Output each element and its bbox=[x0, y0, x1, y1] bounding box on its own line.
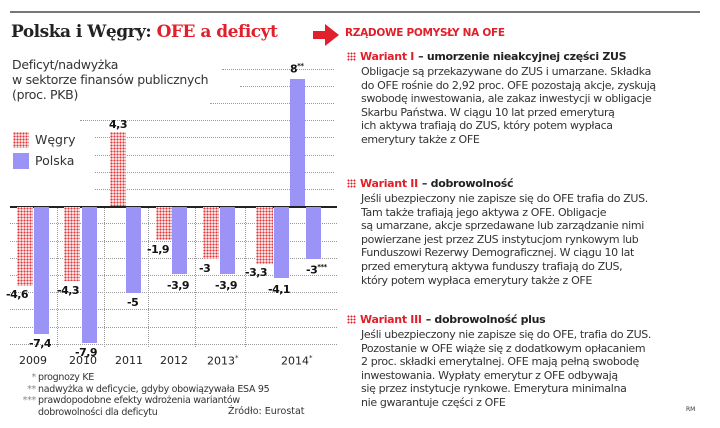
value-label: -3,3 bbox=[245, 266, 268, 279]
title-main: Polska i Węgry: bbox=[11, 22, 152, 42]
title-accent: OFE a deficyt bbox=[156, 22, 278, 42]
bar-poland-2012 bbox=[172, 207, 187, 274]
year-separator bbox=[57, 207, 58, 347]
author-signature: RM bbox=[686, 406, 696, 413]
value-label-surplus: 8** bbox=[290, 62, 304, 76]
bar-poland-2010 bbox=[82, 207, 97, 343]
variant-body: Obligacje są przekazywane do ZUS i umarz… bbox=[361, 65, 656, 146]
legend-item-hungary: Węgry bbox=[13, 129, 76, 150]
year-separator bbox=[104, 207, 105, 347]
variant-body: Jeśli ubezpieczony nie zapisze się do OF… bbox=[361, 192, 648, 287]
x-label: 2014* bbox=[281, 354, 313, 368]
year-separator bbox=[195, 207, 196, 347]
value-label: -4,6 bbox=[6, 288, 29, 301]
x-label: 2011 bbox=[115, 354, 143, 367]
x-label: 2009 bbox=[19, 354, 47, 367]
value-label: -7,4 bbox=[29, 337, 52, 350]
grid-dots-icon bbox=[347, 179, 356, 188]
gridline bbox=[10, 309, 337, 310]
chart-legend: Węgry Polska bbox=[13, 129, 76, 171]
bar-poland-2014 bbox=[274, 207, 289, 278]
arrow-right-icon bbox=[313, 24, 339, 46]
bar-hungary-2012 bbox=[156, 207, 172, 240]
gridline bbox=[240, 86, 334, 87]
hungary-swatch-icon bbox=[13, 131, 29, 148]
value-label: -7,9 bbox=[75, 346, 98, 359]
gridline bbox=[210, 103, 334, 104]
bar-hungary-2013 bbox=[203, 207, 219, 259]
value-label: -3,9 bbox=[167, 279, 190, 292]
gridline bbox=[10, 344, 337, 345]
gridline bbox=[95, 155, 334, 156]
variant-body: Jeśli ubezpieczony nie zapisze się do OF… bbox=[361, 328, 652, 409]
bar-poland-2014-surplus bbox=[290, 79, 305, 206]
poland-swatch-icon bbox=[13, 152, 29, 169]
grid-dots-icon bbox=[347, 315, 356, 324]
bar-hungary-2011 bbox=[110, 132, 126, 206]
footnote: *** prawdopodobne efekty wdrożenia warian… bbox=[22, 395, 240, 406]
gridline bbox=[95, 189, 334, 190]
subtitle-line: w sektorze finansów publicznych bbox=[12, 72, 209, 87]
page-title: Polska i Węgry: OFE a deficyt bbox=[11, 22, 278, 42]
gridline bbox=[95, 172, 334, 173]
value-label: -3,9 bbox=[215, 279, 238, 292]
bar-hungary-2010 bbox=[64, 207, 80, 281]
gridline bbox=[95, 137, 334, 138]
grid-dots-icon bbox=[347, 52, 356, 61]
value-label: -3 bbox=[199, 262, 211, 275]
bar-poland-2014-variant bbox=[306, 207, 321, 259]
variant-heading: Wariant III – dobrowolność plus bbox=[347, 313, 717, 326]
variant-3: Wariant III – dobrowolność plus Jeśli ub… bbox=[347, 313, 717, 410]
value-label: -1,9 bbox=[147, 243, 170, 256]
bar-poland-2009 bbox=[34, 207, 49, 334]
bar-poland-2011 bbox=[126, 207, 141, 293]
variant-2: Wariant II – dobrowolność Jeśli ubezpiec… bbox=[347, 177, 717, 287]
bar-poland-2013 bbox=[220, 207, 235, 274]
subtitle-line: Deficyt/nadwyżka bbox=[12, 57, 119, 72]
year-separator bbox=[245, 207, 246, 347]
value-label: -4,1 bbox=[268, 283, 291, 296]
x-label: 2010 bbox=[69, 354, 97, 367]
top-rule bbox=[10, 11, 700, 13]
x-label: 2012 bbox=[160, 354, 188, 367]
gridline bbox=[10, 292, 337, 293]
gridline bbox=[222, 69, 334, 70]
section-title: RZĄDOWE POMYSŁY NA OFE bbox=[345, 27, 505, 39]
x-label: 2013* bbox=[207, 354, 239, 368]
bar-hungary-2014 bbox=[256, 207, 273, 264]
year-separator bbox=[148, 207, 149, 347]
value-label: -4,3 bbox=[57, 284, 80, 297]
footnote: dobrowolności dla deficytu bbox=[38, 406, 158, 418]
variant-heading: Wariant II – dobrowolność bbox=[347, 177, 717, 190]
footnotes: * prognozy KE ** nadwyżka w deficycie, gdy… bbox=[14, 372, 270, 418]
variant-1: Wariant I – umorzenie nieakcyjnej części… bbox=[347, 50, 717, 147]
footnote: ** nadwyżka w deficycie, gdyby obowiązywa… bbox=[27, 383, 270, 395]
legend-item-poland: Polska bbox=[13, 150, 76, 171]
value-label-variant: -3*** bbox=[306, 263, 327, 277]
variant-heading: Wariant I – umorzenie nieakcyjnej części… bbox=[347, 50, 717, 63]
gridline bbox=[10, 275, 337, 276]
value-label: -5 bbox=[127, 296, 139, 309]
value-label: 4,3 bbox=[109, 118, 128, 131]
chart-subtitle: Deficyt/nadwyżka w sektorze finansów pub… bbox=[12, 57, 209, 102]
source-label: Źródło: Eurostat bbox=[228, 406, 305, 417]
gridline bbox=[10, 327, 337, 328]
footnote: * prognozy KE bbox=[31, 372, 95, 383]
subtitle-line: (proc. PKB) bbox=[12, 87, 79, 102]
gridline bbox=[80, 120, 334, 121]
bar-hungary-2009 bbox=[17, 207, 33, 286]
